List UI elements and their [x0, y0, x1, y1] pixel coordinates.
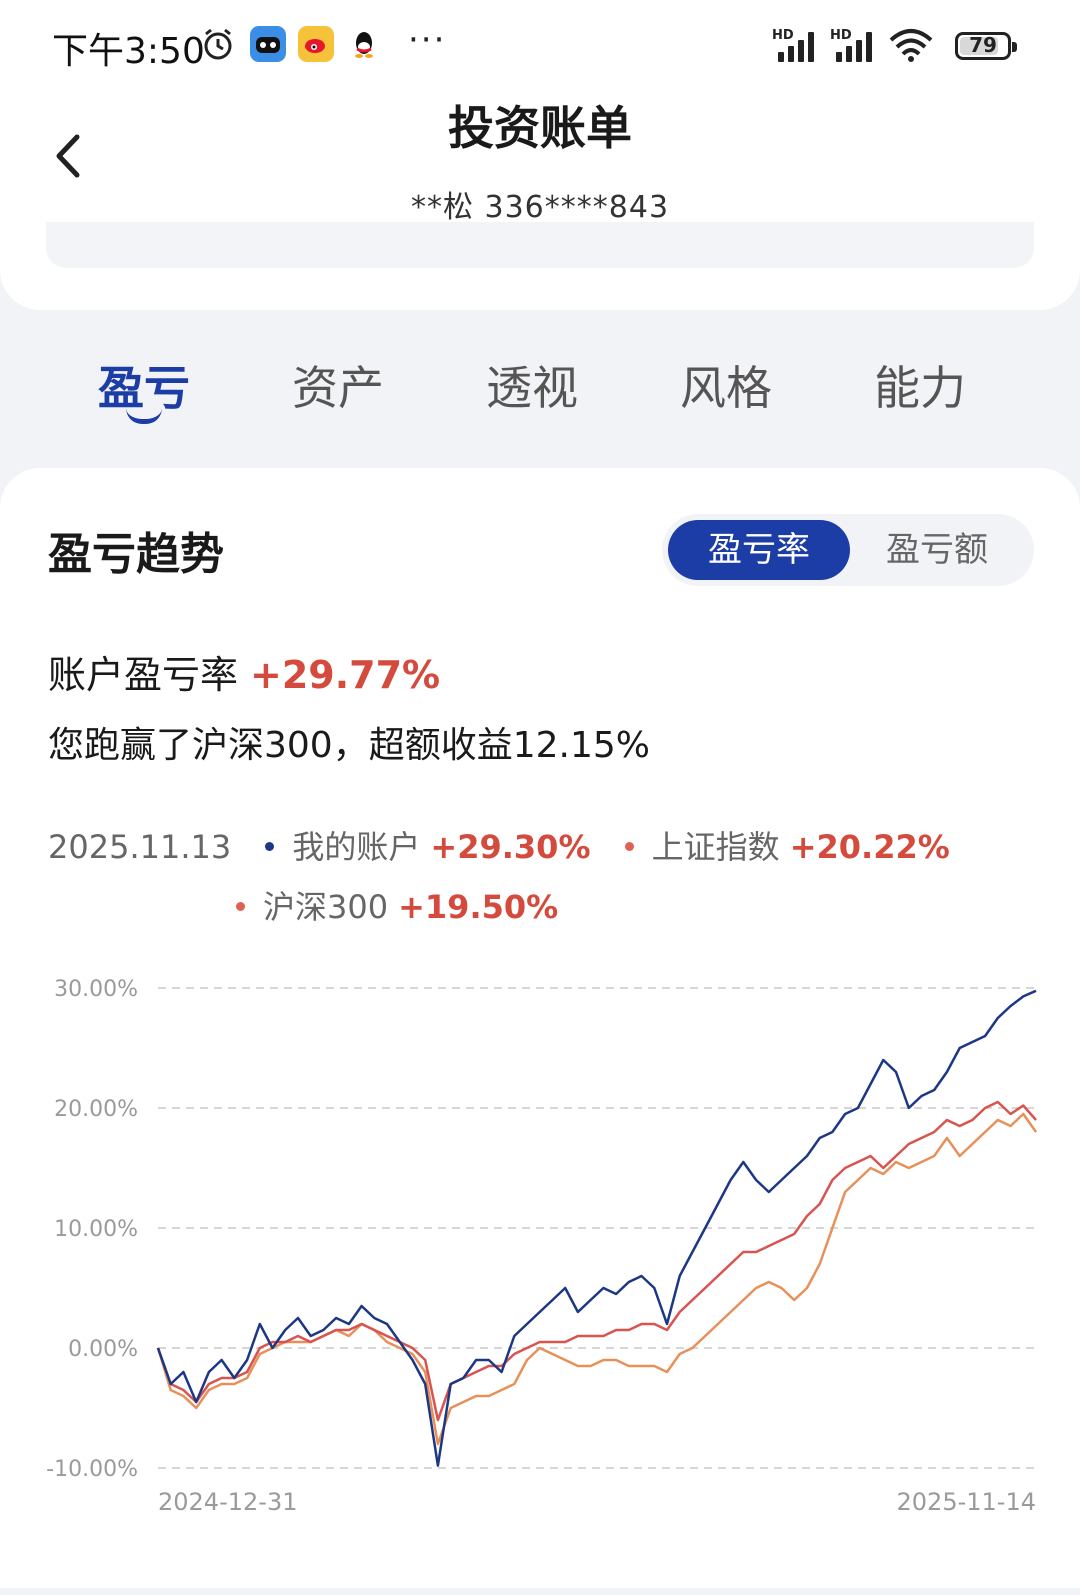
profit-chart[interactable]: 30.00% 20.00% 10.00% 0.00% -10.00% 2024-12-31… [0, 960, 1080, 1520]
hd-label-2: HD [830, 28, 852, 43]
rate-amount-toggle: 盈亏率 盈亏额 [662, 514, 1034, 586]
y-tick-label: 20.00% [54, 1097, 138, 1122]
battery-level: 79 [969, 33, 997, 57]
y-tick-label: 10.00% [54, 1217, 138, 1242]
page-title: 投资账单 [448, 101, 632, 155]
legend-date: 2025.11.13 [48, 828, 232, 866]
y-tick-label: -10.00% [46, 1457, 138, 1482]
toggle-rate[interactable]: 盈亏率 [668, 520, 850, 580]
chart-svg: 30.00% 20.00% 10.00% 0.00% -10.00% 2024-12-31… [46, 977, 1038, 1516]
y-tick-label: 30.00% [54, 977, 138, 1002]
legend-dot [624, 841, 634, 851]
legend-item-csi300: 沪深300 +19.50% [236, 888, 558, 926]
legend-name: 沪深300 [263, 888, 389, 926]
weibo-icon [298, 26, 334, 62]
chevron-left-icon [56, 134, 80, 178]
tab-ability[interactable]: 能力 [874, 361, 966, 415]
excess-return-text: 您跑赢了沪深300，超额收益12.15% [48, 725, 650, 766]
tab-style[interactable]: 风格 [680, 361, 772, 415]
more-notifications-icon: ··· [408, 20, 447, 60]
legend-name: 我的账户 [292, 828, 421, 866]
toggle-amount[interactable]: 盈亏额 [886, 530, 988, 570]
series-line-2 [156, 1112, 1038, 1446]
legend-value: +20.22% [789, 828, 950, 866]
legend-dot [236, 901, 245, 911]
series-line-1 [156, 1100, 1037, 1422]
account-rate-value: +29.77% [250, 653, 441, 697]
series-line-0 [156, 989, 1037, 1467]
y-tick-label: 0.00% [68, 1337, 138, 1362]
status-time: 下午3:50 [52, 31, 205, 72]
legend-row: 2025.11.13 我的账户 +29.30% 上证指数 +20.22% [48, 822, 950, 868]
legend-value: +19.50% [398, 888, 559, 926]
active-tab-indicator [126, 408, 162, 424]
legend-name: 上证指数 [651, 828, 780, 866]
account-rate-line: 账户盈亏率 +29.77% [48, 644, 440, 699]
legend-item-sse: 上证指数 +20.22% [624, 822, 950, 868]
legend-dot [265, 841, 275, 851]
signal-icon: HD [772, 28, 820, 62]
wifi-icon [888, 28, 934, 68]
collapsed-card [46, 222, 1034, 268]
status-bar: 下午3:50 ··· HD HD 79 [0, 0, 1080, 92]
battery-icon: 79 [955, 32, 1017, 60]
qq-icon [346, 26, 382, 62]
legend-item-account: 我的账户 +29.30% [265, 822, 591, 868]
x-tick-label: 2025-11-14 [897, 1488, 1036, 1516]
alarm-icon [200, 26, 236, 62]
account-rate-label: 账户盈亏率 [48, 653, 239, 697]
tab-assets[interactable]: 资产 [292, 361, 384, 415]
section-title: 盈亏趋势 [48, 529, 224, 580]
signal-icon-2: HD [830, 28, 878, 62]
x-tick-label: 2024-12-31 [158, 1488, 297, 1516]
tab-bar: 盈亏 资产 透视 风格 能力 [0, 352, 1080, 432]
legend-value: +29.30% [430, 828, 591, 866]
legend-row-2: 沪深300 +19.50% [236, 882, 558, 928]
tab-insight[interactable]: 透视 [486, 361, 578, 415]
account-info: **松 336****843 [410, 190, 670, 225]
profit-trend-card [0, 468, 1080, 1588]
tab-profit-loss[interactable]: 盈亏 [98, 361, 190, 415]
back-button[interactable] [44, 128, 92, 184]
hd-label: HD [772, 28, 794, 43]
app-cat-icon [250, 26, 286, 62]
